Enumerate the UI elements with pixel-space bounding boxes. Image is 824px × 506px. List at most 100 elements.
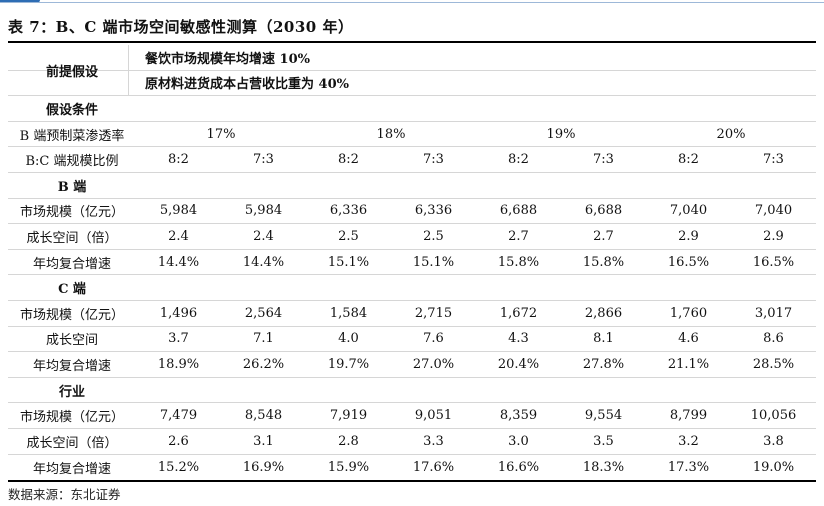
ratio-value: 8:2 xyxy=(338,152,359,168)
table-cell: 2.4 xyxy=(253,228,274,244)
table-title: 表 7：B、C 端市场空间敏感性测算（2030 年） xyxy=(8,18,354,36)
ratio-value: 8:2 xyxy=(508,152,529,168)
table-cell: 2.7 xyxy=(593,228,614,244)
premise-row-1: 前提假设 餐饮市场规模年均增速 10% xyxy=(8,45,816,80)
table-cell: 18.9% xyxy=(157,356,200,372)
table-cell: 7,479 xyxy=(159,408,198,424)
table-cell: 2.9 xyxy=(678,228,699,244)
table-cell: 9,554 xyxy=(584,408,623,424)
table-cell: 8.1 xyxy=(593,331,614,347)
table-row: 市场规模（亿元） 1,496 2,564 1,584 2,715 1,672 2,866 1,… xyxy=(8,301,816,327)
table-cell: 1,496 xyxy=(159,305,198,321)
penetration-label: B 端预制菜渗透率 xyxy=(19,128,125,144)
table-cell: 27.8% xyxy=(582,356,625,372)
data-table: 前提假设 餐饮市场规模年均增速 10% 原材料进货成本占营收比重为 40% 假设… xyxy=(8,45,816,480)
table-row: 年均复合增速 14.4% 14.4% 15.1% 15.1% 15.8% 15.8% 16.5… xyxy=(8,250,816,276)
table-cell: 3.3 xyxy=(423,433,444,449)
table-cell: 15.1% xyxy=(412,254,455,270)
section-header-row: B 端 xyxy=(8,173,816,199)
table-cell: 17.3% xyxy=(667,459,710,475)
section-header-row: C 端 xyxy=(8,275,816,301)
table-cell: 3.0 xyxy=(508,433,529,449)
penetration-row: B 端预制菜渗透率 17% 18% 19% 20% xyxy=(8,122,816,148)
table-cell: 1,672 xyxy=(499,305,538,321)
table-cell: 2.4 xyxy=(168,228,189,244)
premise-item-2: 原材料进货成本占营收比重为 40% xyxy=(145,77,349,93)
table-cell: 19.0% xyxy=(752,459,795,475)
table-cell: 3,017 xyxy=(754,305,793,321)
premise-item-1: 餐饮市场规模年均增速 10% xyxy=(145,51,310,67)
section-header: C 端 xyxy=(58,282,86,298)
row-label: 成长空间（倍） xyxy=(26,230,118,246)
table-cell: 17.6% xyxy=(412,459,455,475)
top-accent-bar xyxy=(0,0,824,6)
ratio-value: 8:2 xyxy=(168,152,189,168)
table-cell: 16.5% xyxy=(752,254,795,270)
ratio-label: B:C 端规模比例 xyxy=(25,154,119,170)
row-label: 年均复合增速 xyxy=(32,256,111,272)
table-cell: 16.5% xyxy=(667,254,710,270)
row-label: 年均复合增速 xyxy=(32,461,111,477)
top-accent-blue xyxy=(0,0,40,3)
table-cell: 6,688 xyxy=(499,203,538,219)
row-label: 市场规模（亿元） xyxy=(19,205,124,221)
table-cell: 16.6% xyxy=(497,459,540,475)
table-cell: 19.7% xyxy=(327,356,370,372)
table-cell: 28.5% xyxy=(752,356,795,372)
table-cell: 1,584 xyxy=(329,305,368,321)
table-cell: 7.6 xyxy=(423,331,444,347)
sections-container: B 端市场规模（亿元） 5,984 5,984 6,336 6,336 6,688 6,68… xyxy=(8,173,816,480)
table-cell: 8,359 xyxy=(499,408,538,424)
penetration-value: 20% xyxy=(716,126,746,142)
table-cell: 3.8 xyxy=(763,433,784,449)
table-cell: 3.1 xyxy=(253,433,274,449)
row-label: 成长空间 xyxy=(45,333,98,349)
table-row: 市场规模（亿元） 7,479 8,548 7,919 9,051 8,359 9,554 8,… xyxy=(8,403,816,429)
table-cell: 7.1 xyxy=(253,331,274,347)
table-row: 年均复合增速 15.2% 16.9% 15.9% 17.6% 16.6% 18.3% 17.3… xyxy=(8,455,816,481)
row-label: 市场规模（亿元） xyxy=(19,307,124,323)
penetration-value: 18% xyxy=(376,126,406,142)
table-cell: 14.4% xyxy=(242,254,285,270)
top-accent-line xyxy=(0,2,824,3)
table-row: 市场规模（亿元） 5,984 5,984 6,336 6,336 6,688 6,688 7,… xyxy=(8,199,816,225)
table-row: 成长空间 3.7 7.1 4.0 7.6 4.3 8.1 4.6 8.6 xyxy=(8,327,816,353)
row-label: 成长空间（倍） xyxy=(26,435,118,451)
table-cell: 6,336 xyxy=(414,203,453,219)
ratio-value: 8:2 xyxy=(678,152,699,168)
ratio-value: 7:3 xyxy=(253,152,274,168)
top-rule xyxy=(8,41,816,43)
table-cell: 6,336 xyxy=(329,203,368,219)
table-cell: 5,984 xyxy=(244,203,283,219)
table-cell: 4.3 xyxy=(508,331,529,347)
table-cell: 2,715 xyxy=(414,305,453,321)
premise-label: 前提假设 xyxy=(45,65,98,80)
section-header: 行业 xyxy=(58,384,85,400)
table-cell: 7,919 xyxy=(329,408,368,424)
table-cell: 8,799 xyxy=(669,408,708,424)
table-cell: 15.9% xyxy=(327,459,370,475)
table-cell: 2,866 xyxy=(584,305,623,321)
table-cell: 5,984 xyxy=(159,203,198,219)
table-cell: 4.0 xyxy=(338,331,359,347)
penetration-value: 17% xyxy=(206,126,236,142)
table-cell: 2.8 xyxy=(338,433,359,449)
penetration-value: 19% xyxy=(546,126,576,142)
table-cell: 27.0% xyxy=(412,356,455,372)
table-cell: 2.6 xyxy=(168,433,189,449)
section-header: B 端 xyxy=(57,179,87,195)
ratio-value: 7:3 xyxy=(593,152,614,168)
table-cell: 7,040 xyxy=(754,203,793,219)
table-cell: 26.2% xyxy=(242,356,285,372)
section-header-row: 行业 xyxy=(8,378,816,404)
table-cell: 3.7 xyxy=(168,331,189,347)
ratio-value: 7:3 xyxy=(763,152,784,168)
table-cell: 15.8% xyxy=(582,254,625,270)
table-cell: 8,548 xyxy=(244,408,283,424)
conditions-header-row: 假设条件 xyxy=(8,96,816,122)
ratio-row: B:C 端规模比例 8:2 7:3 8:2 7:3 8:2 7:3 8:2 7:3 xyxy=(8,147,816,173)
table-cell: 15.2% xyxy=(157,459,200,475)
table-cell: 10,056 xyxy=(750,408,797,424)
bottom-rule xyxy=(8,480,816,482)
conditions-label: 假设条件 xyxy=(45,102,98,118)
